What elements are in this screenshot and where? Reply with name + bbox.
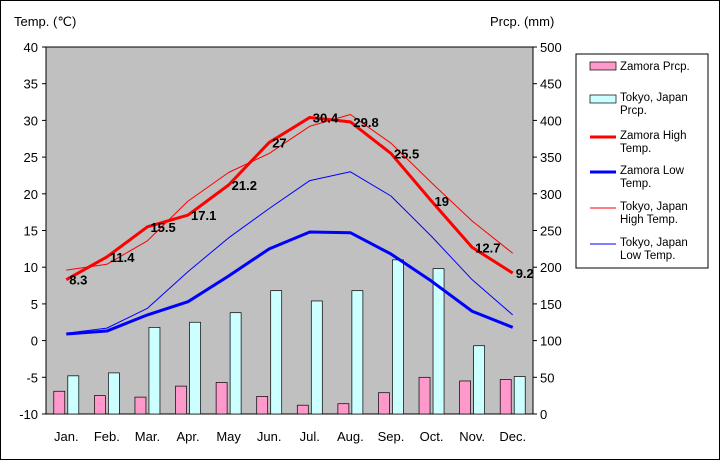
x-tick-label: Jun.: [257, 429, 282, 444]
tokyo-precip-bar: [432, 268, 445, 415]
legend-label: High Temp.: [620, 214, 678, 226]
high-temp-data-label: 8.3: [69, 273, 87, 288]
high-temp-data-label: 21.2: [232, 178, 257, 193]
right-tick-label: 500: [540, 40, 562, 55]
right-axis-title: Prcp. (mm): [490, 14, 554, 29]
tokyo-precip-bar: [189, 321, 201, 415]
x-tick-label: Nov.: [459, 429, 485, 444]
right-tick-label: 50: [540, 370, 554, 385]
zamora-precip-bar: [337, 403, 350, 415]
legend-swatch: [589, 61, 617, 71]
high-temp-data-label: 25.5: [394, 146, 419, 161]
x-tick-label: Oct.: [420, 429, 444, 444]
zamora-precip-bar: [94, 395, 106, 415]
x-tick-label: May: [216, 429, 241, 444]
tokyo-precip-bar: [392, 259, 404, 415]
legend-label: Zamora High: [620, 130, 686, 142]
tokyo-precip-bar: [473, 345, 485, 415]
zamora-precip-bar: [378, 392, 390, 415]
x-tick-label: Apr.: [176, 429, 199, 444]
tokyo-precip-bar: [351, 290, 364, 415]
tokyo-precip-bar: [310, 300, 323, 415]
high-temp-data-label: 9.2: [516, 266, 534, 281]
legend-label: Temp.: [620, 143, 651, 155]
high-temp-data-label: 17.1: [191, 208, 216, 223]
legend-label: Prcp.: [620, 105, 647, 117]
x-tick-label: Jan.: [54, 429, 79, 444]
right-tick-label: 450: [540, 77, 562, 92]
legend-box: [575, 53, 709, 269]
tokyo-precip-bar: [67, 375, 80, 415]
legend-label: Zamora Low: [620, 165, 685, 177]
left-tick-label: 25: [24, 150, 38, 165]
high-temp-data-label: 15.5: [150, 220, 175, 235]
zamora-precip-bar: [175, 385, 187, 415]
zamora-high-line: [65, 115, 514, 281]
legend-label: Tokyo, Japan: [620, 237, 688, 249]
zamora-precip-bar: [296, 404, 309, 415]
left-tick-label: 5: [31, 297, 38, 312]
tokyo-precip-bar: [513, 376, 526, 415]
x-tick-label: Dec.: [499, 429, 526, 444]
legend-label: Low Temp.: [620, 250, 675, 262]
tokyo-high-line: [66, 114, 514, 271]
tokyo-precip-bar: [148, 327, 161, 415]
high-temp-data-label: 29.8: [353, 115, 378, 130]
plot-area: [45, 46, 534, 415]
legend-label: Temp.: [620, 178, 651, 190]
legend-label: Tokyo, Japan: [620, 201, 688, 213]
left-tick-label: 15: [24, 224, 38, 239]
right-tick-label: 150: [540, 297, 562, 312]
left-tick-label: 10: [24, 260, 38, 275]
high-temp-data-label: 19: [435, 194, 449, 209]
left-tick-label: -10: [19, 407, 38, 422]
left-tick-label: 35: [24, 77, 38, 92]
right-tick-label: 200: [540, 260, 562, 275]
right-tick-label: 250: [540, 224, 562, 239]
x-tick-label: Aug.: [337, 429, 364, 444]
right-tick-label: 300: [540, 187, 562, 202]
legend-label: Tokyo, Japan: [620, 92, 688, 104]
left-tick-label: 20: [24, 187, 38, 202]
left-tick-label: -5: [26, 370, 38, 385]
right-tick-label: 100: [540, 334, 562, 349]
zamora-precip-bar: [134, 396, 147, 415]
right-tick-label: 0: [540, 407, 547, 422]
tokyo-precip-bar: [229, 312, 242, 415]
right-tick-label: 350: [540, 150, 562, 165]
high-temp-data-label: 27: [272, 135, 286, 150]
zamora-low-line: [66, 230, 514, 336]
high-temp-data-label: 12.7: [475, 240, 500, 255]
zamora-precip-bar: [418, 376, 431, 415]
zamora-precip-bar: [459, 380, 471, 415]
high-temp-data-label: 11.4: [110, 250, 135, 265]
zamora-precip-bar: [215, 382, 228, 415]
legend-label: Zamora Prcp.: [620, 61, 690, 73]
legend-swatch: [589, 94, 617, 104]
x-tick-label: Jul.: [300, 429, 320, 444]
tokyo-precip-bar: [108, 372, 120, 415]
x-tick-label: Mar.: [135, 429, 160, 444]
left-tick-label: 0: [31, 334, 38, 349]
zamora-precip-bar: [256, 396, 269, 415]
right-tick-label: 400: [540, 113, 562, 128]
left-axis-title: Temp. (℃): [14, 14, 76, 29]
zamora-precip-bar: [53, 390, 66, 415]
left-tick-label: 40: [24, 40, 38, 55]
zamora-precip-bar: [499, 379, 512, 415]
x-tick-label: Feb.: [94, 429, 120, 444]
tokyo-low-line: [66, 171, 514, 334]
x-tick-label: Sep.: [378, 429, 405, 444]
tokyo-precip-bar: [270, 290, 283, 415]
left-tick-label: 30: [24, 113, 38, 128]
high-temp-data-label: 30.4: [313, 110, 339, 125]
